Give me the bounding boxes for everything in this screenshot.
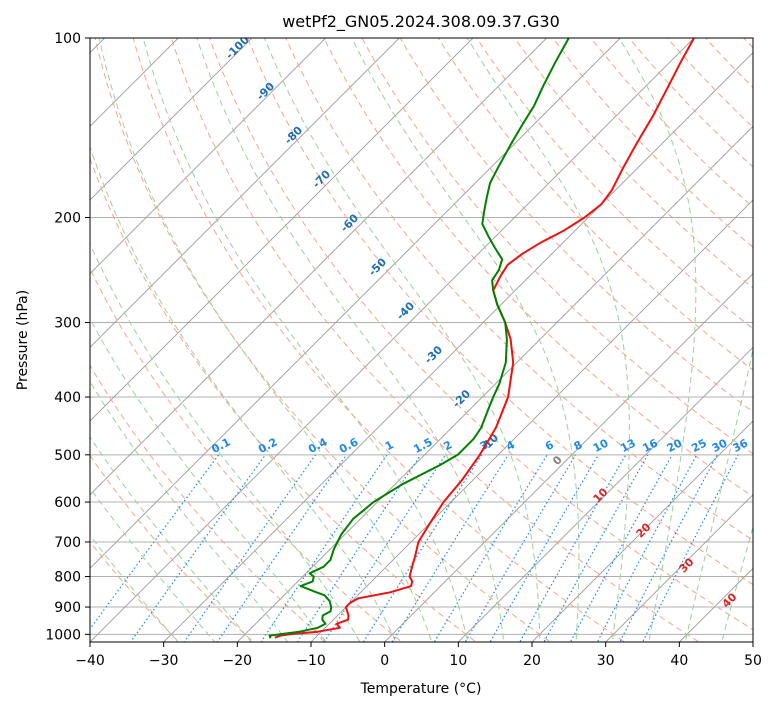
x-axis-ticks: −40 −30 −20 −10 0 10 20 30 40 50 [75, 642, 762, 669]
y-tick-label: 100 [54, 31, 81, 47]
dry-adiabat-line [90, 454, 254, 642]
mixing-ratio-line [596, 454, 698, 642]
moist-adiabat-line [142, 38, 469, 642]
mixing-ratio-line [362, 454, 483, 642]
moist-adiabat-line [466, 38, 630, 642]
isotherm-line [90, 38, 253, 201]
moist-adiabat-line [618, 38, 697, 642]
dry-adiabat-line [247, 38, 753, 586]
isotherm-line [90, 38, 474, 422]
x-tick-label: 20 [523, 653, 541, 669]
mixing-ratio-lines [90, 454, 739, 642]
isotherm-line [384, 273, 753, 642]
moist-adiabat-line [721, 525, 753, 642]
y-tick-label: 400 [54, 390, 81, 406]
isotherm-line [90, 38, 621, 569]
x-tick-label: 40 [670, 653, 688, 669]
mixing-ratio-label: 30 [710, 436, 730, 455]
dry-adiabat-line [132, 38, 626, 642]
y-axis-label: Pressure (hPa) [15, 290, 31, 390]
y-tick-label: 300 [54, 316, 81, 332]
x-axis-label: Temperature (°C) [360, 681, 482, 697]
plot-frame [89, 37, 754, 643]
moist-adiabat-line [264, 38, 541, 642]
isotherm-line [90, 38, 327, 275]
x-tick-label: −20 [223, 653, 253, 669]
isobar-gridlines [90, 38, 753, 635]
mixing-ratio-label: 16 [640, 436, 660, 455]
moist-adiabat-line [196, 38, 505, 642]
isotherm-line [90, 38, 695, 642]
plot-area: 0.1 0.2 0.4 0.6 1 1.5 2 3 4 6 8 10 13 16 20 25 30 36-100-… [90, 38, 753, 642]
x-tick-label: −40 [75, 653, 105, 669]
mixing-ratio-line [464, 454, 577, 642]
dry-adiabats [90, 38, 753, 642]
mixing-ratio-line [569, 454, 673, 642]
y-tick-label: 900 [54, 600, 81, 616]
moist-adiabat-line [90, 242, 361, 642]
dewpoint-profile-line [268, 38, 570, 639]
mixing-ratio-line [183, 454, 316, 642]
mixing-ratio-label: 25 [689, 436, 709, 455]
x-tick-label: 30 [597, 653, 615, 669]
dry-adiabat-line [170, 38, 700, 642]
moist-adiabats [90, 38, 753, 642]
isotherm-line [531, 420, 753, 642]
x-tick-label: 10 [449, 653, 467, 669]
x-tick-label: 0 [380, 653, 389, 669]
dry-adiabat-line [514, 38, 753, 289]
temperature-profile-line [274, 38, 695, 639]
y-tick-label: 1000 [45, 627, 81, 643]
chart-title: wetPf2_GN05.2024.308.09.37.G30 [282, 12, 560, 32]
dry-adiabat-line [323, 38, 753, 498]
y-tick-label: 800 [54, 570, 81, 586]
dry-adiabat-line [90, 364, 329, 642]
y-tick-label: 600 [54, 495, 81, 511]
dry-adiabat-line [90, 157, 477, 642]
moist-adiabat-line [90, 486, 216, 642]
x-tick-label: −10 [296, 653, 326, 669]
dry-adiabat-line [552, 38, 753, 248]
moist-adiabat-line [90, 145, 397, 642]
mixing-ratio-line [260, 454, 388, 642]
isotherm-line [90, 38, 548, 496]
isotherm-line [90, 38, 400, 348]
mixing-ratio-line [296, 454, 422, 642]
y-tick-label: 200 [54, 211, 81, 227]
x-tick-label: 50 [744, 653, 762, 669]
mixing-ratio-label: 36 [731, 436, 751, 455]
moist-adiabat-line [90, 317, 325, 642]
moist-adiabat-line [90, 380, 289, 642]
y-tick-label: 700 [54, 535, 81, 551]
sounding-profiles [268, 38, 695, 639]
mixing-ratio-line [543, 454, 649, 642]
isotherm-line [90, 38, 179, 127]
x-tick-label: −30 [149, 653, 179, 669]
isotherm-line [457, 346, 753, 642]
mixing-ratio-label: 10 [591, 436, 611, 455]
isotherm-line [310, 199, 753, 642]
mixing-ratio-line [489, 454, 599, 642]
mixing-ratio-label: 13 [618, 436, 638, 455]
isotherm-line [236, 125, 753, 642]
moist-adiabat-line [684, 346, 753, 642]
mixing-ratio-line [323, 454, 447, 642]
mixing-ratio-line [216, 454, 347, 642]
isotherm-line [605, 494, 753, 642]
dry-adiabat-line [208, 38, 753, 631]
isotherm-lines [90, 38, 753, 642]
moist-adiabat-line [351, 38, 580, 642]
mixing-ratio-line [519, 454, 627, 642]
mixing-ratio-label: 20 [665, 436, 685, 455]
moist-adiabat-line [90, 436, 252, 642]
moist-adiabat-line [98, 38, 433, 642]
y-tick-label: 500 [54, 448, 81, 464]
dry-adiabat-line [361, 38, 753, 455]
dry-adiabat-line [285, 38, 753, 541]
y-axis-ticks: 100 200 300 400 500 600 700 800 900 1000 [45, 31, 90, 643]
dry-adiabat-line [90, 267, 403, 642]
dry-adiabat-line [437, 38, 753, 371]
